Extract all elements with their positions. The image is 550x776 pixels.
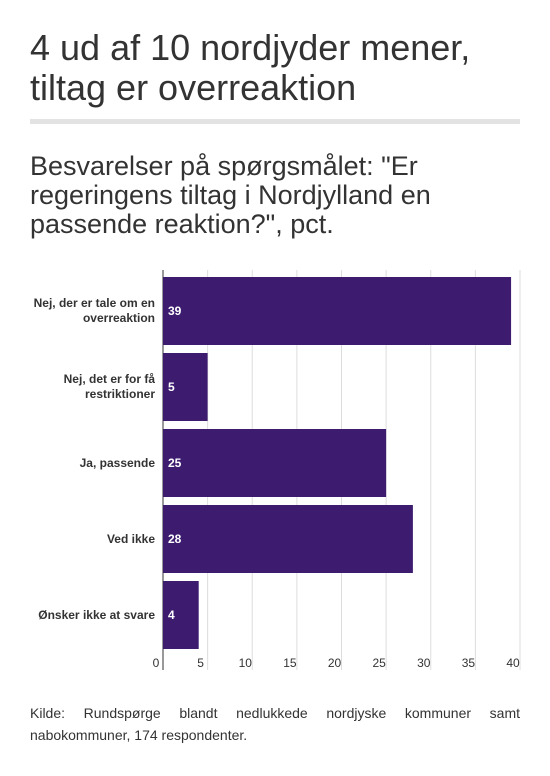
x-tick-label: 40 [506,656,520,670]
y-tick-label: Ønsker ikke at svare [38,607,155,622]
value-label: 5 [168,380,175,394]
x-tick-label: 20 [328,656,342,670]
x-tick-label: 5 [197,656,204,670]
bar [163,429,387,497]
y-tick-label: Ja, passende [79,455,155,470]
bar [163,277,512,345]
category-label-box: Ved ikke [106,531,155,546]
y-tick-label: Nej, det er for få restriktioner [63,372,155,401]
value-label: 39 [168,304,182,318]
separator [30,119,520,124]
bar [163,581,199,649]
x-tick-label: 25 [372,656,386,670]
bar [163,505,413,573]
y-tick-label: Ved ikke [106,531,155,546]
y-tick-label: Nej, der er tale om en overreaktion [33,296,155,325]
value-label: 25 [168,456,182,470]
x-tick-label: 30 [417,656,431,670]
source-note: Kilde: Rundspørge blandt nedlukkede nord… [30,705,520,743]
bar [163,353,208,421]
chart-subtitle: Besvarelser på spørgsmålet: "Er regering… [30,151,431,239]
x-tick-label: 15 [283,656,297,670]
x-tick-label: 10 [239,656,253,670]
value-label: 4 [168,608,175,622]
category-label-box: Ja, passende [79,455,155,470]
value-label: 28 [168,532,182,546]
category-label-box: Nej, det er for få restriktioner [63,372,155,401]
chart-title: 4 ud af 10 nordjyder mener, tiltag er ov… [30,27,471,108]
x-tick-label: 35 [462,656,476,670]
category-label-box: Nej, der er tale om en overreaktion [33,296,155,325]
chart: 0 5 10 15 20 25 30 35 40 Nej, der er tale om en o… [33,270,521,670]
x-tick-label: 0 [153,656,160,670]
category-label-box: Ønsker ikke at svare [38,607,155,622]
